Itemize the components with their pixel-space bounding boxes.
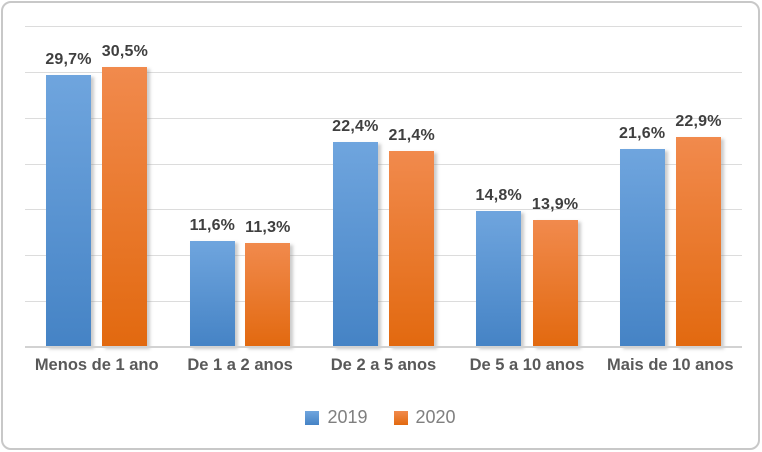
gridline-5 — [25, 301, 742, 303]
bar-with-label: 11,6% — [190, 217, 235, 347]
bar-2019 — [619, 148, 665, 347]
bar-with-label: 22,9% — [675, 112, 722, 347]
legend: 2019 2020 — [3, 407, 758, 428]
category-label: Mais de 10 anos — [607, 356, 734, 374]
bar-with-label: 30,5% — [102, 43, 148, 347]
gridlines-layer — [25, 26, 742, 347]
bar-group-3: 22,4% 21,4% — [312, 26, 455, 347]
legend-item-2019: 2019 — [305, 407, 368, 428]
bar-group-4: 14,8% 13,9% — [455, 26, 598, 347]
data-label-2019: 11,6% — [189, 216, 236, 234]
bar-2020 — [389, 150, 435, 347]
data-label-2019: 21,6% — [618, 124, 666, 142]
data-label-2020: 30,5% — [101, 43, 149, 61]
bar-2020 — [532, 219, 578, 347]
bar-with-label: 14,8% — [476, 187, 522, 347]
bar-group-2: 11,6% 11,3% — [168, 26, 311, 347]
bar-2020 — [102, 67, 148, 347]
bar-with-label: 21,6% — [619, 125, 665, 347]
bar-with-label: 11,3% — [245, 219, 290, 347]
gridline-30 — [25, 71, 742, 73]
category-label: De 1 a 2 anos — [187, 356, 293, 374]
bar-2019 — [476, 211, 522, 347]
category-axis: Menos de 1 ano De 1 a 2 anos De 2 a 5 anos… — [25, 356, 742, 375]
gridline-35 — [25, 26, 742, 27]
legend-label-2020: 2020 — [415, 407, 456, 427]
legend-label-2019: 2019 — [327, 407, 368, 427]
data-label-2020: 22,9% — [675, 112, 722, 130]
data-label-2019: 29,7% — [45, 50, 92, 68]
x-axis-line — [25, 346, 742, 348]
category-label: Menos de 1 ano — [34, 356, 159, 374]
plot-area: 29,7% 30,5% 11,6% 11,3% 22,4% 21,4% 14,8% 13,9%… — [25, 26, 742, 348]
gridline-25 — [25, 117, 742, 119]
bar-2019 — [332, 141, 378, 347]
data-label-2020: 13,9% — [531, 195, 579, 213]
category-label: De 2 a 5 anos — [330, 356, 437, 374]
legend-swatch-2020 — [393, 410, 408, 425]
gridline-20 — [25, 163, 742, 165]
bar-with-label: 29,7% — [45, 50, 92, 347]
bar-group-1: 29,7% 30,5% — [25, 26, 168, 347]
bar-2019 — [46, 74, 92, 347]
bar-groups: 29,7% 30,5% 11,6% 11,3% 22,4% 21,4% 14,8% 13,9%… — [25, 26, 742, 347]
legend-swatch-2019 — [305, 410, 320, 425]
bar-group-5: 21,6% 22,9% — [599, 26, 742, 347]
bar-with-label: 13,9% — [532, 196, 578, 347]
data-label-2020: 11,3% — [245, 219, 291, 237]
gridline-15 — [25, 209, 742, 211]
bar-2020 — [245, 243, 291, 347]
data-label-2019: 14,8% — [475, 187, 522, 205]
bar-with-label: 21,4% — [389, 127, 435, 347]
bar-2020 — [676, 136, 722, 347]
legend-item-2020: 2020 — [393, 407, 456, 428]
data-label-2019: 22,4% — [332, 117, 379, 135]
bar-with-label: 22,4% — [332, 118, 378, 347]
bar-2019 — [189, 240, 235, 347]
gridline-10 — [25, 255, 742, 257]
category-label: De 5 a 10 anos — [469, 356, 585, 374]
data-label-2020: 21,4% — [388, 126, 435, 144]
